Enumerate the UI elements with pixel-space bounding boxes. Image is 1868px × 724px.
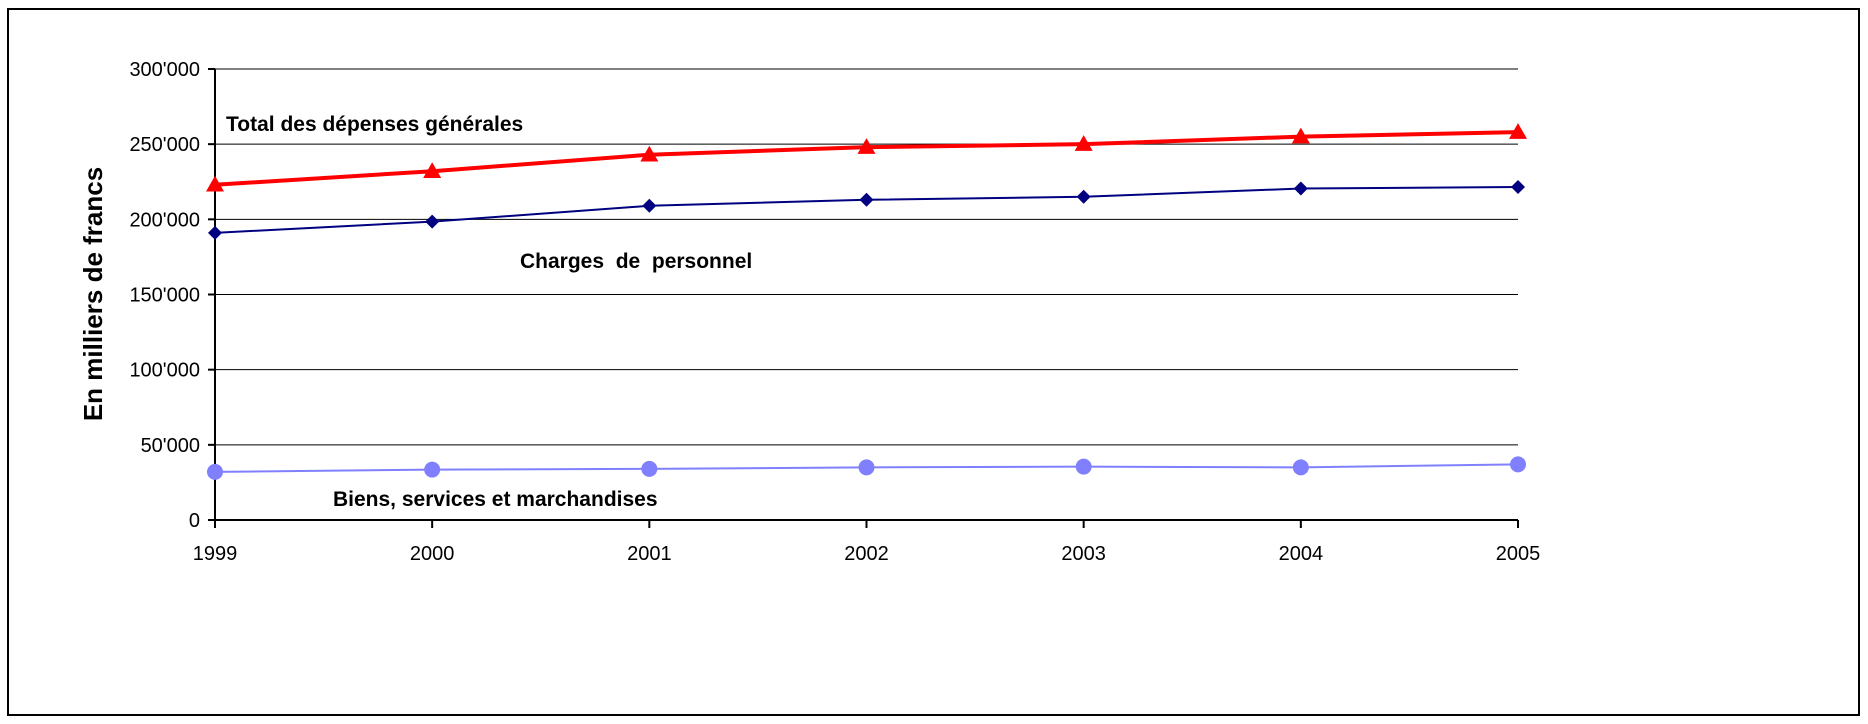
data-point-diamond [859, 192, 874, 207]
data-point-circle [1292, 459, 1309, 476]
data-point-diamond [1076, 189, 1091, 204]
y-tick-label: 0 [189, 510, 200, 532]
y-tick-label: 150'000 [129, 285, 200, 307]
x-tick-label: 1999 [193, 543, 238, 565]
y-tick-label: 250'000 [129, 134, 200, 156]
data-point-triangle [1291, 127, 1310, 144]
data-point-diamond [208, 225, 222, 240]
series-label: Biens, services et marchandises [333, 488, 658, 511]
data-point-triangle [1509, 123, 1527, 139]
data-point-circle [1510, 456, 1526, 473]
data-point-circle [207, 463, 223, 480]
data-point-triangle [206, 175, 224, 192]
data-point-circle [641, 460, 658, 477]
series-labels: Total des dépenses générales Charges de p… [226, 113, 752, 511]
data-point-triangle [857, 138, 876, 154]
data-point-diamond [425, 214, 440, 229]
data-point-circle [424, 461, 441, 478]
tick-labels: 0 50'000 100'000 150'000 200'000 250'000 300'0… [129, 59, 1540, 565]
y-tick-label: 100'000 [129, 360, 200, 382]
x-tick-label: 2004 [1279, 543, 1324, 565]
x-tick-label: 2002 [844, 543, 889, 565]
x-tick-label: 2003 [1061, 543, 1106, 565]
data-point-circle [1075, 458, 1092, 475]
series-lines [206, 123, 1527, 480]
series-3 [207, 456, 1526, 480]
y-tick-label: 200'000 [129, 209, 200, 231]
data-point-diamond [1293, 181, 1308, 196]
series-label: Total des dépenses générales [226, 113, 523, 136]
data-point-diamond [642, 198, 657, 213]
x-tick-label: 2000 [410, 543, 455, 565]
y-tick-label: 300'000 [129, 59, 200, 81]
data-point-triangle [640, 145, 659, 162]
series-label: Charges de personnel [520, 250, 752, 273]
x-tick-label: 2005 [1496, 543, 1541, 565]
data-point-circle [858, 459, 875, 476]
data-point-triangle [1074, 135, 1093, 151]
axes [208, 68, 1519, 528]
y-axis-title: En milliers de francs [78, 167, 108, 421]
x-tick-label: 2001 [627, 543, 672, 565]
data-point-diamond [1511, 180, 1525, 195]
chart-border [7, 8, 1860, 716]
series-2 [208, 180, 1525, 240]
series-1 [206, 123, 1527, 192]
y-tick-label: 50'000 [141, 435, 200, 457]
data-point-triangle [423, 162, 442, 178]
